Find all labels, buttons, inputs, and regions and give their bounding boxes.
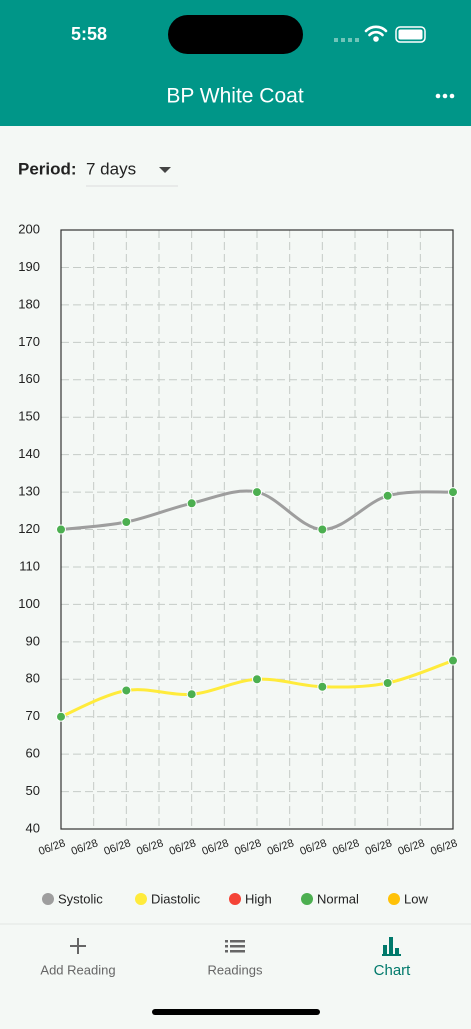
y-tick-label: 40 <box>26 820 40 835</box>
y-tick-label: 90 <box>26 633 40 648</box>
x-tick-label: 06/28 <box>331 837 361 858</box>
x-tick-label: 06/28 <box>233 837 263 858</box>
legend-swatch <box>135 893 147 905</box>
y-tick-label: 50 <box>26 783 40 798</box>
period-label: Period: <box>18 159 77 178</box>
chart-icon[interactable] <box>382 937 401 956</box>
data-point <box>56 524 66 535</box>
y-tick-label: 150 <box>18 409 40 424</box>
y-tick-label: 170 <box>18 334 40 349</box>
legend-label: Diastolic <box>151 891 201 906</box>
tab-bar: Add Reading Readings Chart <box>40 962 411 979</box>
data-point <box>252 674 262 685</box>
legend-label: Low <box>404 891 428 906</box>
x-tick-label: 06/28 <box>200 837 230 858</box>
tab-label[interactable]: Chart <box>374 962 412 979</box>
x-tick-label: 06/28 <box>396 837 426 858</box>
battery-level <box>398 29 423 40</box>
x-tick-label: 06/28 <box>364 837 394 858</box>
data-point <box>121 517 132 528</box>
y-tick-label: 190 <box>18 259 40 274</box>
data-point <box>186 498 197 509</box>
data-point <box>121 685 132 696</box>
y-tick-label: 180 <box>18 296 40 311</box>
tab-label[interactable]: Readings <box>208 962 263 977</box>
legend-label: Normal <box>317 891 359 906</box>
y-tick-label: 80 <box>26 671 40 686</box>
screen-title: BP White Coat <box>166 85 304 108</box>
data-point <box>56 711 66 722</box>
x-tick-label: 06/28 <box>168 837 198 858</box>
data-point <box>382 677 393 688</box>
y-tick-label: 60 <box>26 746 40 761</box>
y-tick-label: 70 <box>26 708 40 723</box>
legend-swatch <box>42 893 54 905</box>
data-point <box>448 487 458 498</box>
wifi-icon <box>364 25 388 42</box>
legend-swatch <box>229 893 241 905</box>
y-tick-label: 200 <box>18 221 40 236</box>
legend-swatch <box>388 893 400 905</box>
y-tick-label: 100 <box>18 596 40 611</box>
x-tick-label: 06/28 <box>429 837 459 858</box>
y-tick-label: 130 <box>18 484 40 499</box>
data-point <box>382 490 393 501</box>
add-icon[interactable] <box>70 938 86 954</box>
period-value[interactable]: 7 days <box>86 159 136 178</box>
legend-label: Systolic <box>58 891 103 906</box>
signal-icon <box>334 38 359 42</box>
x-tick-label: 06/28 <box>102 837 132 858</box>
dropdown-arrow[interactable] <box>159 167 171 173</box>
y-tick-label: 120 <box>18 521 40 536</box>
data-point <box>448 655 458 666</box>
chart: 40 50 60 70 80 90 100 110 120 130 140 150 160 170 180 1… <box>18 221 459 906</box>
x-tick-label: 06/28 <box>70 837 100 858</box>
y-tick-label: 110 <box>19 558 40 573</box>
notch <box>168 15 303 54</box>
y-tick-label: 160 <box>18 371 40 386</box>
x-tick-label: 06/28 <box>298 837 328 858</box>
tab-label[interactable]: Add Reading <box>40 962 115 977</box>
more-menu[interactable] <box>435 93 455 99</box>
battery-icon <box>395 26 426 43</box>
data-point <box>317 524 328 535</box>
status-time: 5:58 <box>71 24 107 44</box>
y-tick-label: 140 <box>18 446 40 461</box>
legend-swatch <box>301 893 313 905</box>
data-point <box>186 689 197 700</box>
data-point <box>252 487 262 498</box>
data-point <box>317 681 328 692</box>
x-tick-label: 06/28 <box>266 837 296 858</box>
list-icon[interactable] <box>225 940 245 953</box>
x-tick-label: 06/28 <box>37 837 67 858</box>
home-indicator <box>152 1009 320 1015</box>
x-tick-label: 06/28 <box>135 837 165 858</box>
legend-label: High <box>245 891 272 906</box>
